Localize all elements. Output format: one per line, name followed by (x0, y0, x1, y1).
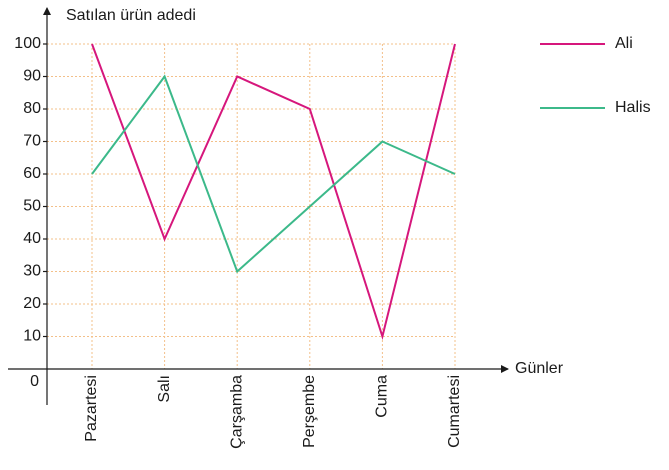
y-tick-label: 30 (23, 263, 41, 280)
y-tick-label: 50 (23, 198, 41, 215)
y-tick-label: 0 (30, 373, 39, 390)
line-series (91, 74, 456, 274)
legend-label: Ali (615, 35, 633, 52)
y-tick-label: 40 (23, 230, 41, 247)
line-series (91, 43, 456, 341)
y-tick-label: 60 (23, 165, 41, 182)
y-tick-label: 10 (23, 328, 41, 345)
x-tick-label: Salı (156, 375, 173, 403)
y-tick-label: 90 (23, 68, 41, 85)
x-tick-label: Çarşamba (228, 375, 245, 449)
y-tick-label: 70 (23, 133, 41, 150)
y-tick-label: 20 (23, 295, 41, 312)
grid (47, 43, 456, 369)
x-tick-label: Perşembe (301, 375, 318, 448)
y-tick-label: 100 (14, 35, 41, 52)
legend-label: Halis (615, 99, 651, 116)
x-tick-label: Cuma (374, 375, 391, 418)
y-axis-label: Satılan ürün adedi (66, 7, 196, 24)
y-tick-label: 80 (23, 100, 41, 117)
x-tick-label: Pazartesi (83, 375, 100, 442)
x-tick-label: Cumartesi (446, 375, 463, 448)
x-axis-label: Günler (515, 360, 564, 377)
